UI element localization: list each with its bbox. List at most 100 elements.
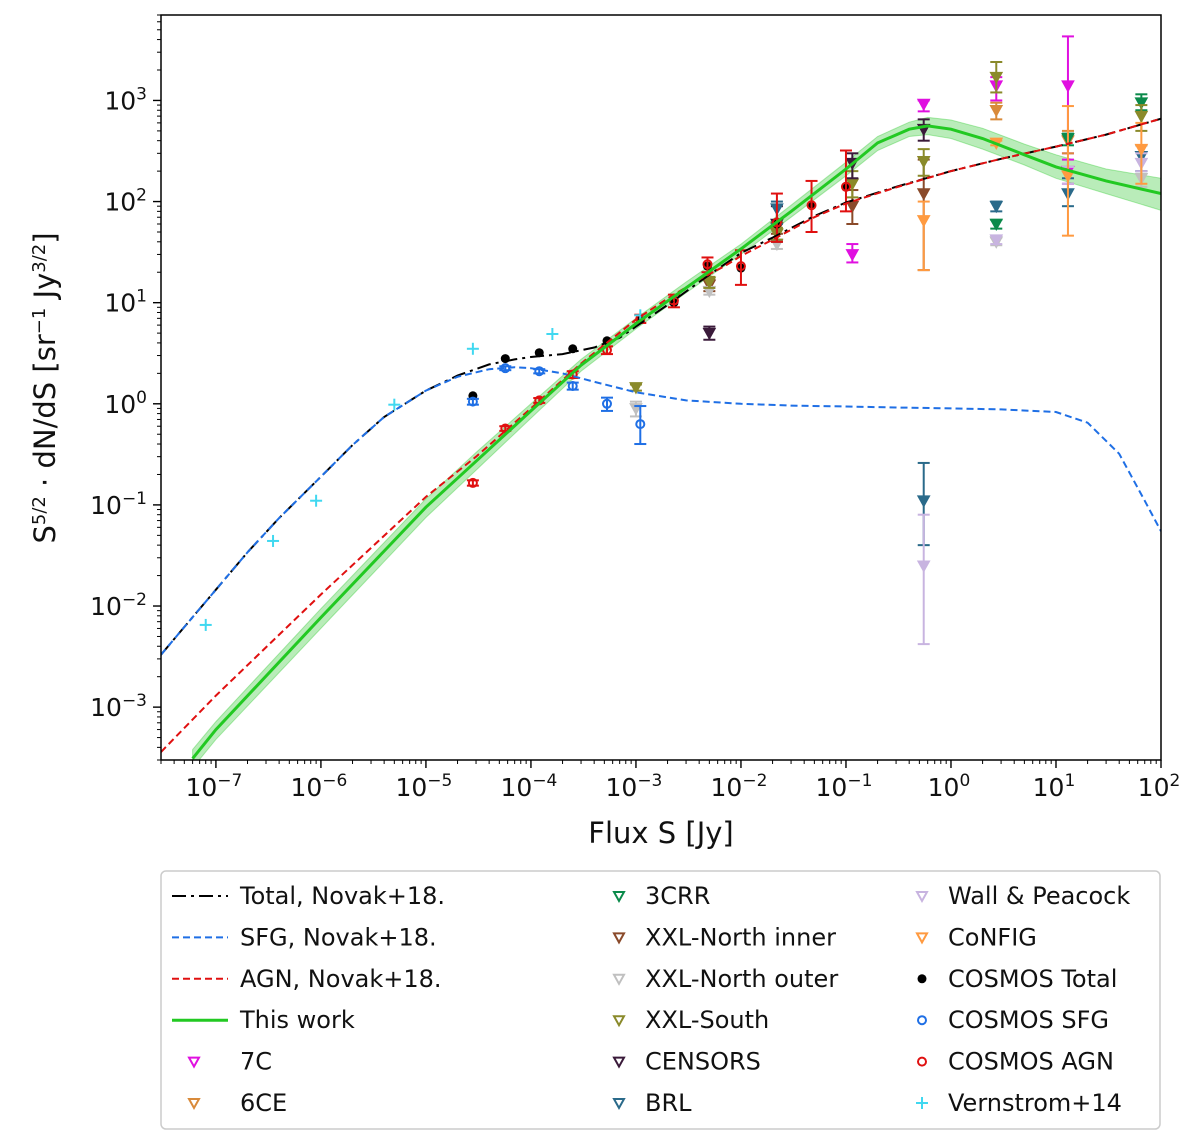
legend-label: Wall & Peacock	[948, 882, 1130, 910]
legend-label: Vernstrom+14	[948, 1089, 1122, 1117]
circle-marker	[567, 380, 578, 391]
triangle-marker	[916, 98, 931, 112]
x-tick-label: 10−6	[290, 771, 347, 802]
legend-label: XXL-North inner	[645, 923, 836, 951]
legend-label: This work	[239, 1006, 355, 1034]
legend-label: SFG, Novak+18.	[240, 923, 437, 951]
triangle-marker	[1134, 143, 1149, 157]
legend-item-6ce: 6CE	[187, 1089, 287, 1117]
series-xxl-north-inner	[702, 158, 931, 293]
triangle-marker	[1134, 110, 1149, 124]
series-wall-peacock	[916, 152, 1149, 646]
line-total-novak-18	[161, 117, 1161, 656]
legend-label: BRL	[645, 1089, 692, 1117]
legend-label: COSMOS AGN	[948, 1048, 1114, 1076]
triangle-marker	[1061, 80, 1075, 93]
plot-area	[161, 35, 1161, 760]
legend-label: 3CRR	[645, 882, 710, 910]
y-tick-label: 103	[104, 84, 147, 115]
legend-label: XXL-South	[645, 1006, 769, 1034]
triangle-marker	[1134, 97, 1149, 110]
legend-triangle-swatch	[612, 973, 626, 986]
circle-marker	[467, 477, 478, 488]
y-tick-label: 10−3	[90, 691, 147, 722]
x-tick-label: 101	[1033, 771, 1076, 802]
legend-label: COSMOS Total	[948, 965, 1117, 993]
line-this-work	[191, 124, 1161, 760]
legend-item-xxl-north-outer: XXL-North outer	[612, 965, 838, 993]
axes: 10−7 10−6 10−5 10−4 10−3 10−2 10−1 100 101 102 10−…	[90, 14, 1181, 802]
series-brl	[770, 144, 1149, 547]
legend-item-wall-peacock: Wall & Peacock	[915, 882, 1130, 910]
circle-marker	[702, 259, 713, 270]
legend-triangle-swatch	[187, 1098, 201, 1111]
y-tick-label: 10−2	[90, 590, 147, 621]
triangle-marker	[916, 215, 931, 228]
series-censors	[702, 118, 931, 341]
dot-marker	[568, 344, 578, 354]
series-xxl-south	[629, 61, 1149, 395]
circle-marker	[635, 419, 646, 430]
x-tick-label: 10−2	[711, 771, 768, 802]
x-tick-label: 10−3	[606, 771, 663, 802]
legend-item-agn-novak-18: AGN, Novak+18.	[172, 965, 442, 993]
legend: Total, Novak+18. SFG, Novak+18. AGN, Novak…	[172, 882, 1130, 1117]
legend-item-cosmos-sfg: COSMOS SFG	[917, 1006, 1109, 1034]
x-tick-label: 100	[928, 771, 971, 802]
circle-marker	[601, 398, 612, 409]
legend-item-total-novak-18: Total, Novak+18.	[172, 882, 445, 910]
triangle-marker	[702, 276, 717, 290]
legend-box	[160, 870, 1161, 1130]
y-axis-title: S5/2 · dN/dS [sr−1 Jy3/2]	[28, 232, 62, 543]
y-tick-label: 10−1	[90, 489, 147, 520]
legend-item-3crr: 3CRR	[612, 882, 710, 910]
legend-circle-swatch	[917, 1015, 927, 1026]
legend-item-cosmos-total: COSMOS Total	[917, 965, 1117, 993]
triangle-marker	[916, 188, 931, 201]
legend-label: COSMOS SFG	[948, 1006, 1109, 1034]
y-tick-label: 102	[104, 186, 147, 217]
legend-item-7c: 7C	[187, 1048, 272, 1076]
y-tick-label: 101	[104, 287, 147, 318]
legend-label: 7C	[240, 1048, 272, 1076]
legend-circle-swatch	[917, 1056, 927, 1067]
legend-item-sfg-novak-18: SFG, Novak+18.	[172, 923, 437, 951]
line-agn-novak-18	[161, 117, 1161, 753]
legend-label: CoNFIG	[948, 923, 1037, 951]
triangle-marker	[989, 104, 1004, 118]
triangle-marker	[845, 249, 860, 262]
x-tick-label: 10−4	[501, 771, 558, 802]
triangle-marker	[989, 71, 1004, 85]
legend-label: Total, Novak+18.	[239, 882, 445, 910]
circle-marker	[806, 200, 817, 211]
legend-label: XXL-North outer	[645, 965, 838, 993]
triangle-marker	[989, 234, 1004, 247]
legend-item-cosmos-agn: COSMOS AGN	[917, 1048, 1114, 1076]
x-axis-title: Flux S [Jy]	[588, 816, 733, 850]
triangle-marker	[916, 495, 931, 508]
legend-triangle-swatch	[187, 1056, 201, 1069]
triangle-marker	[989, 218, 1004, 232]
series-vernstrom-14	[199, 309, 647, 631]
dot-marker	[534, 348, 544, 358]
legend-label: 6CE	[240, 1089, 287, 1117]
legend-triangle-swatch	[612, 1056, 626, 1069]
circle-marker	[735, 261, 746, 272]
legend-item-brl: BRL	[612, 1089, 692, 1117]
legend-item-censors: CENSORS	[612, 1048, 761, 1076]
plot-frame	[160, 14, 1162, 761]
x-tick-label: 10−7	[185, 771, 242, 802]
legend-item-config: CoNFIG	[915, 923, 1037, 951]
x-tick-label: 10−5	[395, 771, 452, 802]
triangle-marker	[629, 382, 643, 395]
series-config	[916, 105, 1149, 272]
line-sfg-novak-18	[161, 366, 1161, 656]
triangle-marker	[916, 560, 931, 573]
legend-triangle-swatch	[612, 891, 626, 904]
x-tick-label: 102	[1138, 771, 1181, 802]
legend-dot-swatch	[917, 974, 927, 984]
triangle-marker	[702, 327, 717, 341]
this-work-uncertainty-band	[192, 116, 1161, 760]
legend-item-this-work: This work	[172, 1006, 355, 1034]
series-cosmos-agn	[466, 149, 852, 488]
